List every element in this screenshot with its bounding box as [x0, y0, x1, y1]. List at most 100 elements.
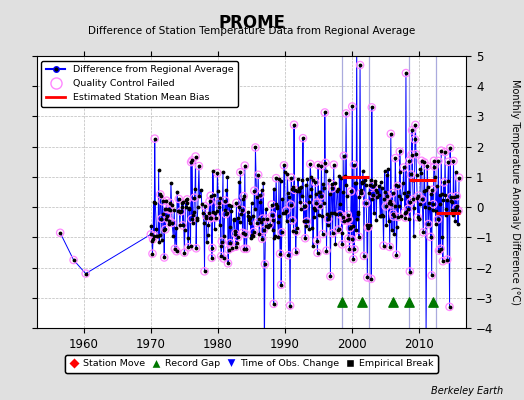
Point: [404, 206, 412, 212]
Point: [408, 127, 416, 134]
Point: [250, 206, 259, 212]
Point: [423, 163, 431, 169]
Point: [404, 206, 412, 212]
Point: [157, 216, 166, 222]
Point: [328, 185, 336, 192]
Point: [296, 185, 304, 192]
Point: [358, 299, 366, 306]
Point: [274, 234, 282, 240]
Point: [239, 196, 247, 202]
Point: [423, 163, 431, 169]
Point: [168, 220, 176, 226]
Point: [411, 122, 420, 128]
Point: [251, 144, 259, 151]
Point: [427, 191, 435, 198]
Point: [385, 200, 394, 207]
Point: [190, 208, 198, 215]
Point: [264, 224, 272, 230]
Point: [156, 232, 164, 239]
Point: [212, 214, 220, 221]
Point: [392, 252, 401, 258]
Point: [334, 226, 342, 233]
Point: [447, 207, 456, 214]
Point: [188, 157, 196, 164]
Point: [346, 225, 354, 231]
Point: [179, 222, 187, 229]
Point: [420, 159, 429, 166]
Point: [340, 153, 348, 159]
Point: [306, 161, 314, 167]
Point: [378, 185, 386, 192]
Point: [353, 35, 361, 41]
Point: [273, 205, 281, 212]
Point: [344, 212, 352, 218]
Point: [325, 213, 333, 219]
Point: [222, 187, 231, 193]
Point: [454, 221, 462, 227]
Point: [174, 196, 183, 202]
Point: [347, 188, 355, 195]
Point: [276, 250, 284, 257]
Point: [165, 218, 173, 224]
Point: [387, 201, 396, 208]
Point: [338, 241, 346, 248]
Point: [300, 203, 308, 210]
Point: [425, 200, 434, 206]
Point: [239, 193, 248, 199]
Point: [309, 242, 317, 249]
Point: [360, 253, 368, 259]
Point: [339, 214, 347, 220]
Point: [350, 162, 358, 168]
Point: [449, 212, 457, 218]
Point: [173, 189, 181, 196]
Point: [421, 204, 429, 210]
Point: [420, 159, 429, 166]
Point: [419, 229, 428, 236]
Point: [427, 234, 435, 240]
Point: [259, 180, 267, 186]
Legend: Station Move, Record Gap, Time of Obs. Change, Empirical Break: Station Move, Record Gap, Time of Obs. C…: [65, 355, 438, 373]
Point: [369, 183, 377, 189]
Point: [221, 197, 230, 204]
Point: [258, 236, 266, 242]
Point: [373, 188, 381, 195]
Point: [342, 110, 350, 117]
Point: [381, 203, 390, 210]
Point: [367, 276, 375, 282]
Point: [428, 186, 436, 193]
Point: [285, 194, 293, 200]
Point: [213, 170, 222, 176]
Point: [223, 174, 232, 180]
Point: [287, 174, 296, 181]
Point: [313, 238, 321, 244]
Point: [394, 183, 402, 189]
Point: [240, 246, 248, 252]
Point: [208, 245, 216, 251]
Point: [415, 216, 423, 222]
Point: [356, 62, 364, 68]
Point: [405, 299, 413, 306]
Point: [253, 220, 261, 226]
Point: [370, 210, 378, 216]
Point: [346, 225, 354, 231]
Point: [328, 181, 336, 187]
Point: [451, 218, 460, 224]
Point: [69, 257, 78, 263]
Point: [435, 200, 444, 207]
Point: [388, 299, 397, 306]
Point: [282, 207, 290, 214]
Point: [364, 224, 372, 231]
Point: [187, 243, 195, 249]
Point: [200, 268, 209, 274]
Point: [312, 200, 321, 206]
Point: [260, 349, 269, 355]
Point: [272, 175, 280, 181]
Point: [322, 168, 330, 174]
Point: [311, 179, 320, 186]
Point: [321, 109, 329, 116]
Point: [356, 190, 365, 196]
Point: [385, 200, 394, 207]
Point: [184, 244, 192, 250]
Point: [235, 179, 244, 186]
Point: [307, 174, 315, 180]
